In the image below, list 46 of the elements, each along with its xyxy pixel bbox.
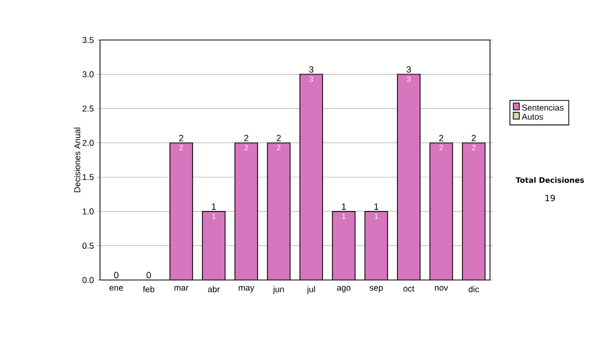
y-tick-label: 1.5 — [82, 174, 94, 180]
legend-label: Autos — [522, 114, 544, 120]
y-tick-label: 0.5 — [82, 242, 94, 249]
x-tick-label: abr — [208, 286, 220, 292]
bar — [202, 211, 226, 280]
x-tick-label: ene — [110, 286, 123, 291]
total-label: 1 — [342, 204, 346, 210]
total-label: 1 — [212, 204, 216, 210]
bar — [430, 142, 453, 280]
x-tick-label: ago — [337, 286, 350, 292]
total-label: 1 — [374, 204, 378, 210]
total-label: 2 — [439, 134, 444, 142]
bar — [332, 211, 356, 280]
bar — [170, 142, 193, 280]
total-label: 0 — [114, 272, 118, 278]
total-label: 3 — [406, 66, 411, 73]
total-label: 2 — [472, 134, 476, 142]
x-tick-label: dic — [468, 286, 479, 292]
bar — [234, 142, 258, 280]
y-tick-label: 2.0 — [82, 140, 94, 146]
bar — [300, 74, 323, 280]
y-tick-label: 0.0 — [82, 276, 94, 283]
x-tick-label: feb — [142, 286, 154, 292]
x-tick-label: mar — [174, 286, 188, 291]
y-tick-label: 2.5 — [82, 106, 94, 112]
x-tick-label: sep — [370, 286, 383, 292]
legend-label: Sentencias — [522, 104, 564, 111]
total-label: 2 — [179, 134, 184, 142]
x-tick-label: may — [238, 286, 254, 292]
y-tick-label: 1.0 — [82, 208, 94, 214]
text: 19 — [546, 194, 555, 202]
total-label: 2 — [244, 134, 248, 142]
y-tick-label: 3.0 — [82, 71, 94, 78]
x-tick-label: jun — [272, 286, 284, 294]
total-label: 0 — [146, 272, 151, 278]
y-tick-label: 3.5 — [82, 36, 94, 44]
total-label: 2 — [276, 134, 281, 142]
y-axis-title: Decisiones Anual — [74, 128, 80, 192]
bar — [462, 142, 486, 280]
x-tick-label: nov — [434, 286, 448, 291]
total-label: 3 — [309, 66, 314, 73]
x-tick-label: jul — [306, 286, 315, 294]
x-tick-label: oct — [403, 286, 414, 292]
bar — [267, 142, 290, 280]
bar — [397, 74, 420, 280]
bar — [364, 211, 388, 280]
